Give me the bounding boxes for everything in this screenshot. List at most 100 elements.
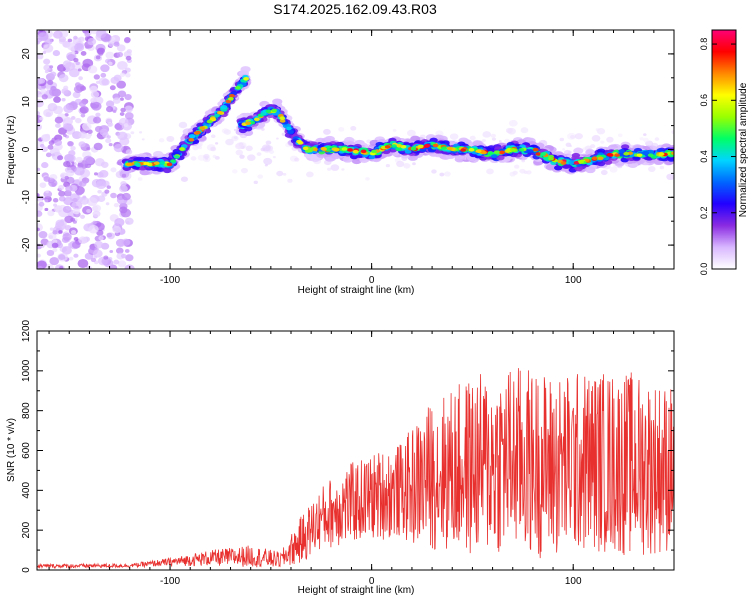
heatmap-cell: [105, 100, 115, 108]
heatmap-cell: [245, 145, 253, 152]
heatmap-cell: [113, 143, 124, 153]
heatmap-cell: [403, 163, 411, 169]
heatmap-cell: [654, 137, 660, 141]
heatmap-cell: [71, 51, 76, 55]
heatmap-cell: [670, 151, 674, 155]
heatmap-cell: [560, 161, 567, 165]
heatmap-cell: [80, 85, 87, 91]
heatmap-cell: [210, 146, 217, 152]
colorbar-tick-label: 0.4: [699, 150, 709, 163]
heatmap-cell: [37, 146, 41, 152]
heatmap-cell: [410, 146, 417, 151]
heatmap-cell: [591, 156, 598, 161]
heatmap-cell: [61, 246, 72, 255]
heatmap-cell: [240, 66, 251, 73]
heatmap-cell: [545, 164, 556, 171]
heatmap-cell: [58, 36, 67, 43]
heatmap-cell: [49, 257, 60, 266]
heatmap-cell: [296, 139, 302, 144]
heatmap-cell: [106, 232, 113, 238]
heatmap-cell: [90, 97, 98, 104]
heatmap-cell: [78, 141, 86, 148]
heatmap-cell: [82, 195, 87, 199]
heatmap-cell: [643, 133, 647, 136]
heatmap-cell: [232, 169, 238, 174]
heatmap-cell: [52, 230, 58, 235]
heatmap-cell: [121, 192, 131, 201]
heatmap-cell: [62, 233, 72, 241]
heatmap-cell: [235, 149, 244, 156]
heatmap-cell: [51, 153, 55, 157]
heatmap-cell: [37, 37, 43, 43]
heatmap-cell: [74, 117, 82, 124]
heatmap-cell: [52, 197, 59, 203]
heatmap-cell: [73, 253, 79, 258]
heatmap-cell: [37, 99, 44, 108]
y-tick-label: 1000: [21, 359, 32, 382]
heatmap-cell: [400, 144, 407, 149]
heatmap-cell: [490, 154, 498, 159]
heatmap-cell: [49, 65, 54, 69]
heatmap-cell: [43, 64, 52, 72]
heatmap-cell: [124, 217, 134, 225]
heatmap-cell: [119, 137, 130, 146]
heatmap-cell: [49, 71, 57, 77]
heatmap-cell: [124, 93, 132, 101]
heatmap-cell: [100, 72, 107, 78]
heatmap-cell: [37, 266, 43, 269]
heatmap-cell: [86, 146, 91, 151]
heatmap-cell: [38, 201, 45, 207]
y-tick-label: 200: [21, 521, 32, 538]
heatmap-cell: [163, 167, 172, 174]
heatmap-cell: [63, 85, 69, 90]
heatmap-cell: [330, 152, 341, 160]
heatmap-cell: [125, 254, 134, 262]
y-tick-label: 10: [21, 96, 32, 108]
heatmap-cell: [73, 35, 78, 40]
heatmap-cell: [518, 148, 525, 152]
heatmap-cell: [41, 162, 49, 169]
heatmap-cell: [78, 101, 87, 107]
y-tick-label: 400: [21, 482, 32, 499]
heatmap-cell: [276, 170, 284, 177]
heatmap-cell: [71, 241, 81, 249]
heatmap-cell: [305, 171, 314, 178]
heatmap-cell: [41, 94, 48, 100]
heatmap-cell: [481, 138, 486, 143]
heatmap-cell: [116, 44, 126, 52]
heatmap-cell: [294, 157, 300, 162]
colorbar-ticks: 0.0 0.2 0.4 0.6 0.8: [699, 38, 736, 275]
heatmap-cell: [125, 55, 132, 61]
heatmap-cell: [68, 68, 80, 78]
heatmap-cell: [247, 154, 256, 161]
heatmap-cell: [120, 253, 127, 259]
heatmap-cell: [38, 94, 43, 98]
heatmap-cell: [90, 30, 98, 35]
heatmap-cell: [225, 138, 234, 146]
heatmap-cell: [123, 123, 129, 128]
heatmap-cell: [109, 85, 116, 91]
snr-ylabel: SNR (10 * v/v): [6, 418, 17, 482]
heatmap-cell: [97, 195, 106, 203]
heatmap-cell: [342, 156, 353, 163]
heatmap-cell: [509, 148, 516, 152]
heatmap-cell: [58, 230, 63, 234]
heatmap-cell: [188, 134, 196, 139]
heatmap-cell: [43, 58, 51, 65]
spectrogram-ylabel: Frequency (Hz): [6, 116, 17, 185]
heatmap-cell: [103, 255, 109, 260]
heatmap-cell: [265, 109, 272, 114]
heatmap-cell: [37, 111, 41, 116]
snr-xlabel: Height of straight line (km): [298, 585, 415, 596]
heatmap-cell: [642, 150, 649, 155]
heatmap-cell: [417, 144, 424, 149]
heatmap-cell: [233, 136, 238, 140]
heatmap-cell: [97, 189, 102, 194]
heatmap-cell: [105, 51, 115, 59]
heatmap-cell: [94, 172, 98, 176]
heatmap-cell: [37, 123, 42, 131]
heatmap-cell: [360, 149, 367, 154]
heatmap-cell: [63, 160, 71, 168]
heatmap-cell: [228, 96, 234, 101]
